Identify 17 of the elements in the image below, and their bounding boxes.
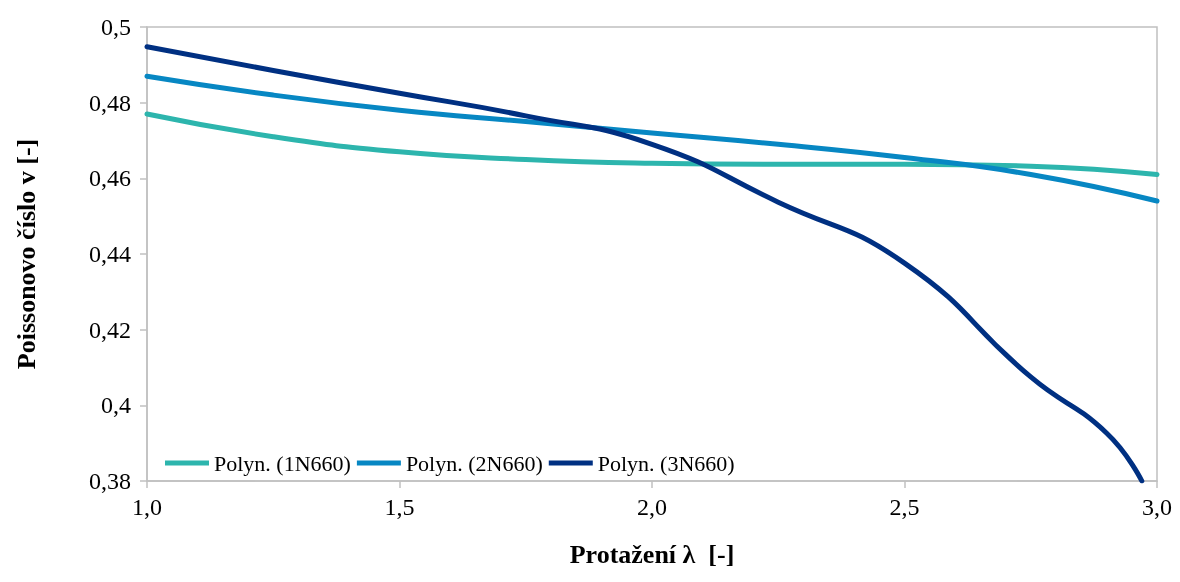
x-tick-label: 2,0 (637, 494, 667, 520)
y-tick-label: 0,48 (89, 89, 131, 116)
y-tick-label: 0,4 (101, 392, 131, 419)
y-tick-label: 0,42 (89, 316, 131, 343)
x-tick-label: 2,5 (889, 494, 920, 520)
legend-label: Polyn. (3N660) (597, 450, 735, 476)
y-tick-label: 0,44 (89, 241, 131, 267)
y-tick-label: 0,38 (89, 468, 131, 494)
x-axis-title: Protažení λ [-] (569, 539, 735, 569)
legend-label: Polyn. (2N660) (405, 450, 543, 476)
y-tick-label: 0,46 (89, 165, 131, 192)
x-tick-label: 1,0 (132, 494, 162, 520)
x-tick-label: 1,5 (384, 494, 415, 520)
y-tick-label: 0,5 (101, 14, 131, 40)
legend-label: Polyn. (1N660) (214, 450, 351, 476)
y-axis-title: Poissonovo číslo v [-] (11, 138, 41, 370)
x-tick-label: 3,0 (1142, 494, 1172, 520)
